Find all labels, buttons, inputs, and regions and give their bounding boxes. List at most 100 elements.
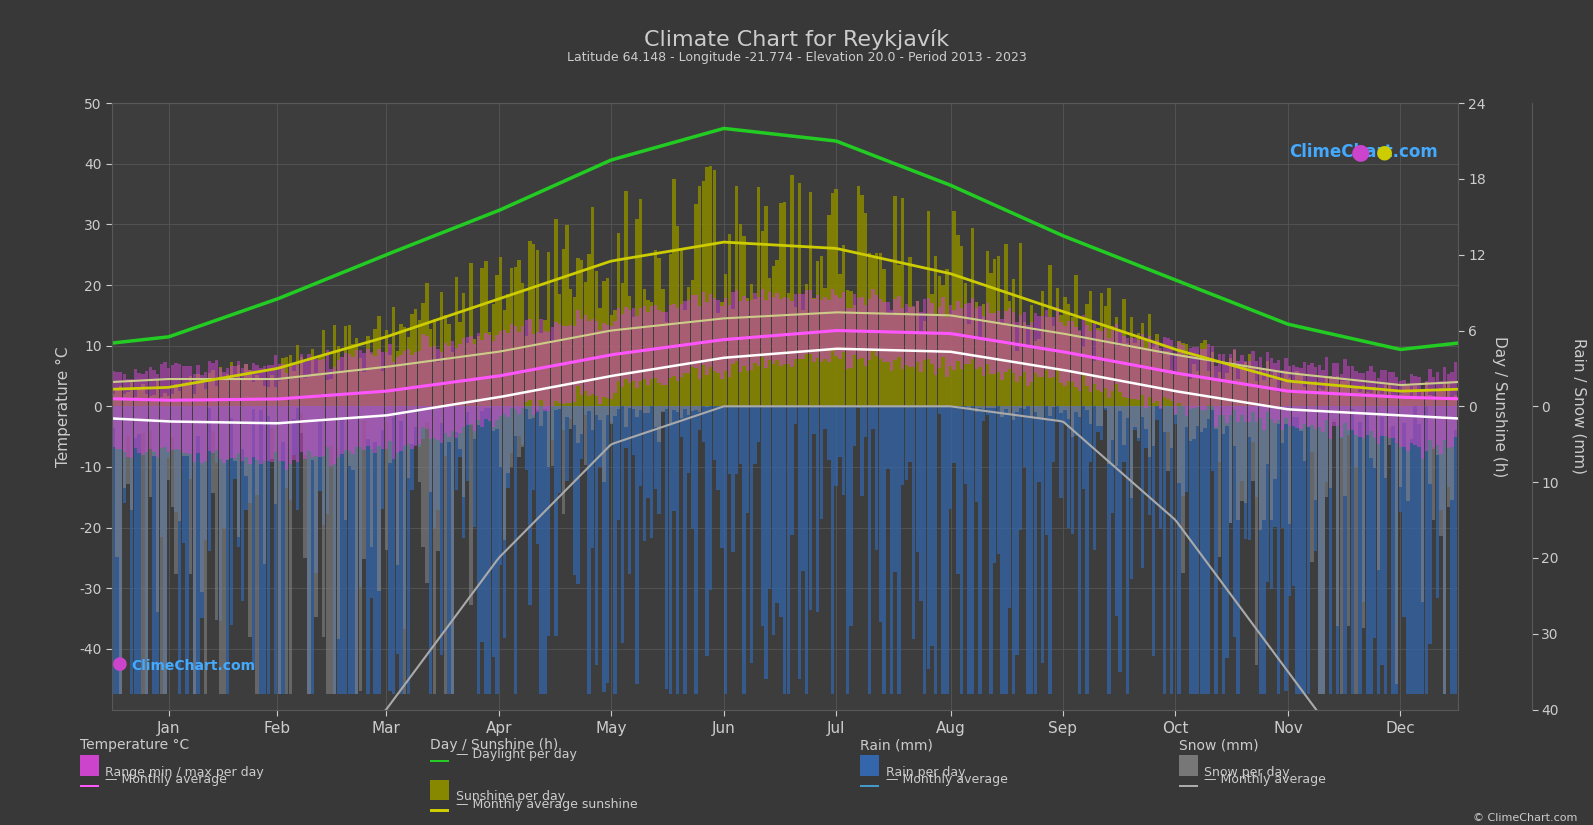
Bar <box>838 275 841 407</box>
Bar <box>827 300 830 361</box>
Bar <box>636 315 639 389</box>
Bar <box>296 365 299 462</box>
Bar <box>311 407 314 460</box>
Bar <box>672 179 675 407</box>
Bar <box>1359 407 1362 422</box>
Bar <box>986 407 989 415</box>
Bar <box>1200 343 1203 407</box>
Bar <box>1359 393 1362 407</box>
Bar <box>481 407 484 642</box>
Bar <box>1309 407 1314 563</box>
Bar <box>1273 372 1276 407</box>
Bar <box>481 268 484 407</box>
Bar <box>1236 407 1239 520</box>
Bar <box>562 407 566 430</box>
Bar <box>451 342 454 431</box>
Bar <box>145 407 148 695</box>
Bar <box>1141 323 1144 407</box>
Bar <box>1188 407 1192 695</box>
Bar <box>1040 407 1045 663</box>
Bar <box>1376 407 1380 695</box>
Bar <box>1037 339 1040 407</box>
Bar <box>123 394 126 407</box>
Bar <box>782 407 787 695</box>
Bar <box>1037 407 1040 482</box>
Bar <box>1166 407 1169 471</box>
Bar <box>1063 407 1067 424</box>
Bar <box>142 375 145 455</box>
Bar <box>838 407 841 458</box>
Bar <box>750 284 753 407</box>
Bar <box>153 394 156 407</box>
Bar <box>137 407 140 434</box>
Bar <box>776 407 779 603</box>
Bar <box>510 407 513 453</box>
Bar <box>661 407 664 412</box>
Bar <box>1000 319 1004 380</box>
Bar <box>403 407 406 695</box>
Bar <box>599 308 602 407</box>
Bar <box>628 407 631 574</box>
Bar <box>605 277 609 407</box>
Bar <box>863 213 867 407</box>
Bar <box>285 407 288 488</box>
Bar <box>1244 407 1247 540</box>
Bar <box>1424 382 1427 407</box>
Bar <box>277 407 280 695</box>
Bar <box>378 316 381 407</box>
Bar <box>1078 407 1082 695</box>
Bar <box>1008 300 1012 407</box>
Bar <box>728 407 731 474</box>
Bar <box>1270 407 1273 589</box>
Bar <box>1008 308 1012 369</box>
Bar <box>1376 378 1380 444</box>
Bar <box>1325 357 1329 420</box>
Bar <box>218 366 221 407</box>
Bar <box>448 324 451 407</box>
Bar <box>1090 407 1093 424</box>
Bar <box>484 407 487 695</box>
Bar <box>229 407 233 625</box>
Bar <box>1365 407 1368 414</box>
Bar <box>1230 358 1233 407</box>
Bar <box>395 351 398 407</box>
Bar <box>820 300 824 362</box>
Bar <box>628 296 631 407</box>
Bar <box>841 292 846 352</box>
Bar <box>1093 407 1096 550</box>
Bar <box>765 206 768 407</box>
Bar <box>366 336 370 407</box>
Bar <box>742 407 746 695</box>
Bar <box>787 298 790 364</box>
Bar <box>363 371 366 407</box>
Bar <box>653 305 658 378</box>
Bar <box>852 295 857 355</box>
Bar <box>142 407 145 433</box>
Bar <box>583 407 588 465</box>
Bar <box>1174 373 1177 407</box>
Bar <box>215 386 218 407</box>
Bar <box>890 315 894 407</box>
Bar <box>642 306 647 380</box>
Bar <box>1351 407 1354 695</box>
Bar <box>131 407 134 510</box>
Bar <box>723 274 728 407</box>
Bar <box>1255 361 1258 422</box>
Bar <box>352 407 355 695</box>
Bar <box>333 407 336 695</box>
Bar <box>1395 407 1399 695</box>
Bar <box>1450 397 1454 407</box>
Bar <box>1185 407 1188 493</box>
Bar <box>1435 391 1438 407</box>
Bar <box>443 407 448 455</box>
Bar <box>1012 407 1015 695</box>
Bar <box>1004 244 1007 407</box>
Bar <box>647 312 650 385</box>
Bar <box>389 344 392 441</box>
Bar <box>218 407 221 695</box>
Bar <box>908 257 911 407</box>
Bar <box>1340 381 1343 407</box>
Bar <box>734 290 738 361</box>
Bar <box>1407 384 1410 451</box>
Bar <box>167 396 170 407</box>
